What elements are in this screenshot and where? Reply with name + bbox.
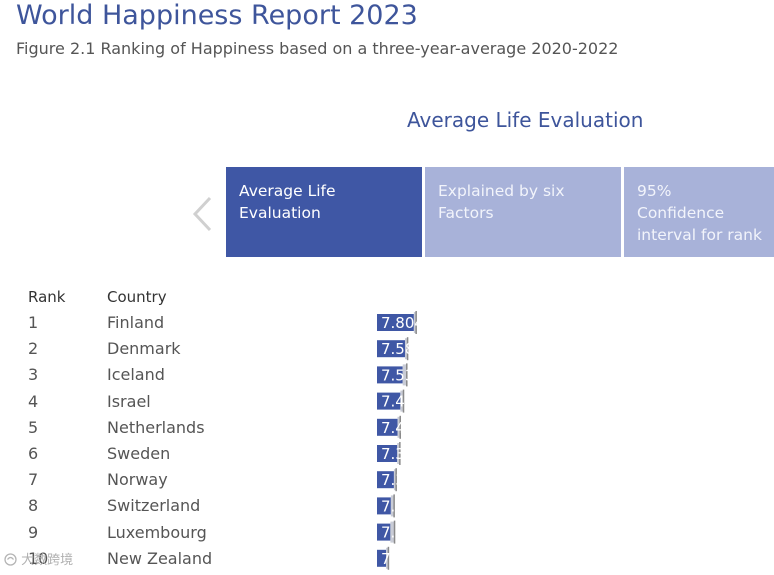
- value-label: 7.586: [381, 340, 424, 358]
- rank-cell: 10: [28, 548, 49, 568]
- confidence-whisker: [397, 443, 400, 464]
- country-cell: Denmark: [107, 339, 181, 359]
- bar-iceland[interactable]: [377, 366, 403, 384]
- country-cell: Sweden: [107, 444, 171, 463]
- rank-cell: 1: [28, 313, 39, 332]
- rank-cell: 2: [28, 339, 39, 359]
- rank-cell: 6: [28, 444, 39, 463]
- value-label: 7.804: [381, 314, 424, 332]
- bar-netherlands[interactable]: [377, 418, 398, 436]
- rank-cell: 8: [28, 496, 39, 516]
- rank-cell: 9: [28, 522, 39, 542]
- confidence-whisker: [386, 547, 389, 569]
- confidence-whisker: [413, 312, 417, 333]
- confidence-whisker: [393, 469, 397, 491]
- country-column-header: Country: [107, 288, 167, 306]
- section-title: Average Life Evaluation: [407, 108, 644, 132]
- rank-cell: 4: [28, 391, 39, 411]
- value-label: 7.395: [381, 445, 424, 463]
- page-title: World Happiness Report 2023: [16, 0, 418, 31]
- tab-explained-by-six-factors[interactable]: Explained by six Factors: [425, 167, 621, 257]
- country-cell: Iceland: [107, 365, 165, 385]
- value-label: 7.228: [381, 524, 424, 542]
- rank-cell: 3: [28, 365, 39, 385]
- watermark-logo-icon: [4, 553, 17, 566]
- country-cell: New Zealand: [107, 548, 213, 568]
- confidence-whisker: [390, 495, 395, 517]
- bar-denmark[interactable]: [377, 340, 405, 358]
- bar-sweden[interactable]: [377, 445, 398, 462]
- value-label: 7.530: [381, 366, 424, 384]
- value-label: 7.240: [381, 497, 424, 515]
- confidence-whisker: [400, 390, 404, 412]
- confidence-whisker: [404, 338, 408, 360]
- tab-average-life-evaluation[interactable]: Average Life Evaluation: [226, 167, 422, 257]
- bar-norway[interactable]: [377, 471, 394, 489]
- bar-luxembourg[interactable]: [377, 523, 391, 541]
- confidence-whisker: [390, 521, 395, 543]
- country-cell: Switzerland: [107, 496, 201, 516]
- tab-label-line2: interval for rank: [637, 226, 762, 244]
- chevron-left-icon[interactable]: [190, 195, 216, 233]
- bar-switzerland[interactable]: [377, 497, 391, 515]
- value-label: 7.123: [381, 550, 424, 568]
- tab-label-line2: Evaluation: [239, 204, 321, 222]
- value-label: 7.403: [381, 419, 424, 437]
- bar-israel[interactable]: [377, 392, 401, 410]
- bar-finland[interactable]: [377, 314, 414, 331]
- tab-confidence-interval[interactable]: 95% Confidence interval for rank: [624, 167, 774, 257]
- watermark: 大数跨境: [4, 549, 73, 568]
- country-cell: Netherlands: [107, 417, 205, 437]
- rank-cell: 5: [28, 417, 39, 437]
- confidence-whisker: [397, 416, 401, 438]
- watermark-text: 大数跨境: [21, 553, 74, 568]
- tab-label-line2: Factors: [438, 204, 494, 222]
- figure-subtitle: Figure 2.1 Ranking of Happiness based on…: [16, 39, 619, 58]
- rank-column-header: Rank: [28, 288, 66, 306]
- bar-new-zealand[interactable]: [377, 549, 387, 567]
- country-cell: Norway: [107, 470, 168, 490]
- tab-label-line1: Average Life: [239, 182, 336, 200]
- tab-label-line1: 95% Confidence: [637, 182, 725, 222]
- country-cell: Finland: [107, 313, 165, 332]
- country-cell: Israel: [107, 391, 151, 411]
- tab-label-line1: Explained by six: [438, 182, 565, 200]
- country-cell: Luxembourg: [107, 522, 207, 542]
- value-label: 7.473: [381, 393, 424, 411]
- value-label: 7.315: [381, 471, 424, 489]
- confidence-whisker: [402, 364, 407, 386]
- rank-cell: 7: [28, 470, 39, 490]
